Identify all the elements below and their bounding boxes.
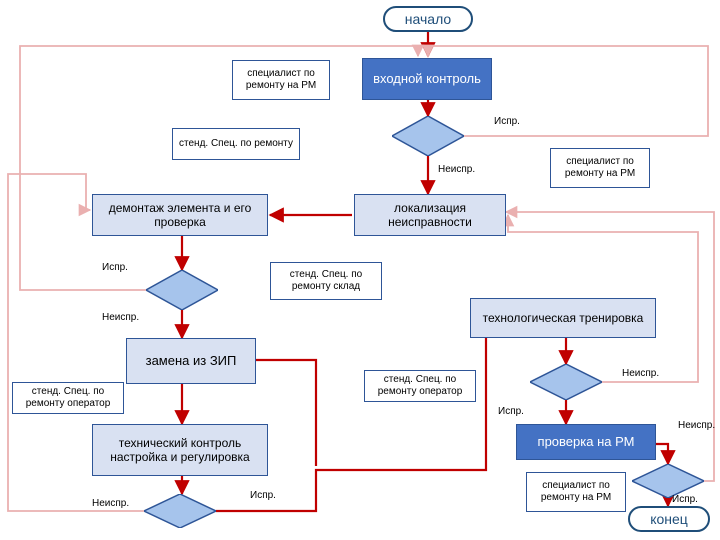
edge-label-ispr-2: Испр. — [102, 262, 128, 273]
process-technical-control: технический контроль настройка и регулир… — [92, 424, 268, 476]
process-tech-training: технологическая тренировка — [470, 298, 656, 338]
edge-label-ispr-5: Испр. — [672, 494, 698, 505]
end-label: конец — [650, 511, 688, 528]
process-input-control: входной контроль — [362, 58, 492, 100]
edge-label-neispr-4: Неиспр. — [622, 368, 659, 379]
edge-label-neispr-1: Неиспр. — [438, 164, 475, 175]
edge-label-ispr-4: Испр. — [498, 406, 524, 417]
label-stand-repair: стенд. Спец. по ремонту — [172, 128, 300, 160]
start-terminator: начало — [383, 6, 473, 32]
edge-label-neispr-2: Неиспр. — [102, 312, 139, 323]
label-stand-sklad: стенд. Спец. по ремонту склад — [270, 262, 382, 300]
end-terminator: конец — [628, 506, 710, 532]
label-specialist-pm-1: специалист по ремонту на РМ — [232, 60, 330, 100]
process-dismount-check: демонтаж элемента и его проверка — [92, 194, 268, 236]
edge-label-ispr-1: Испр. — [494, 116, 520, 127]
edge-label-ispr-3: Испр. — [250, 490, 276, 501]
label-specialist-pm-3: специалист по ремонту на РМ — [526, 472, 626, 512]
label-specialist-pm-2: специалист по ремонту на РМ — [550, 148, 650, 188]
start-label: начало — [405, 11, 451, 28]
label-stand-operator-1: стенд. Спец. по ремонту оператор — [12, 382, 124, 414]
process-check-pm: проверка на РМ — [516, 424, 656, 460]
edge-label-neispr-5: Неиспр. — [678, 420, 715, 431]
process-replace-zip: замена из ЗИП — [126, 338, 256, 384]
process-localize-fault: локализация неисправности — [354, 194, 506, 236]
label-stand-operator-2: стенд. Спец. по ремонту оператор — [364, 370, 476, 402]
edge-label-neispr-3: Неиспр. — [92, 498, 129, 509]
